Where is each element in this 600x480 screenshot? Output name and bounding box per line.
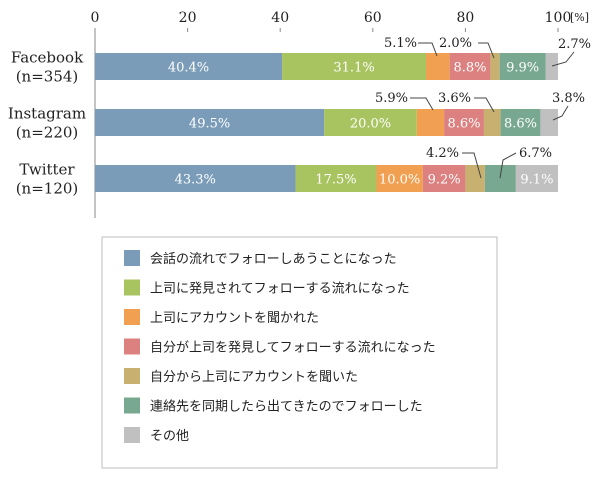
bar-segment: [95, 165, 296, 192]
bar-segment: [449, 53, 491, 80]
legend-swatch: [124, 309, 140, 325]
data-label: 2.0%: [439, 36, 472, 51]
legend-swatch: [124, 427, 140, 443]
data-label: 20.0%: [350, 117, 391, 132]
legend-swatch: [124, 250, 140, 266]
bar-segment: [295, 165, 377, 192]
data-label: 9.2%: [428, 173, 461, 188]
x-tick-label: 40: [271, 10, 289, 26]
bar-segment: [465, 165, 485, 192]
bar-segment: [484, 165, 516, 192]
data-label: 2.7%: [558, 37, 591, 52]
leader-line: [478, 42, 495, 59]
data-label: 5.9%: [375, 91, 408, 106]
data-label: 8.6%: [504, 117, 537, 132]
data-label: 9.9%: [506, 61, 539, 76]
leader-line: [499, 152, 517, 179]
data-label: 3.8%: [552, 91, 585, 106]
leader-line: [418, 42, 438, 57]
legend-label: 自分が上司を発見してフォローする流れになった: [150, 341, 436, 356]
data-label: 6.7%: [519, 146, 552, 161]
bar-segment: [95, 109, 325, 136]
data-label: 40.4%: [168, 61, 209, 76]
bar-segment: [540, 109, 558, 136]
bar-segment: [282, 53, 427, 80]
legend-box: [101, 236, 498, 469]
data-label: 3.6%: [438, 91, 471, 106]
bar-segment: [444, 109, 484, 136]
legend-swatch: [124, 397, 140, 414]
legend-swatch: [124, 279, 140, 296]
bar-segment: [376, 165, 423, 192]
labels-layer: 40.4% 49.5% 43.3% 31.1% 20.0% 17.5% 10.0% 8.8% 8…: [168, 36, 591, 188]
data-label: 17.5%: [315, 173, 356, 188]
legend: 会話の流れでフォローしあうことになった上司に発見されてフォローする流れになった上…: [101, 236, 498, 469]
legend-swatch: [124, 368, 140, 384]
legend-label: 上司にアカウントを聞かれた: [150, 311, 319, 326]
bar-segment: [416, 109, 445, 136]
legend-label: 連絡先を同期したら出てきたのでフォローした: [150, 399, 423, 415]
category-label: Twitter (n=120): [16, 161, 79, 198]
leader-line: [552, 105, 569, 121]
leader-line: [462, 152, 482, 179]
category-label: Facebook (n=354): [11, 49, 84, 86]
bar-segment: [483, 109, 501, 136]
leader-line: [551, 51, 575, 67]
bar-segment: [324, 109, 417, 136]
bars-layer: [95, 53, 558, 192]
x-unit-label: [%]: [570, 11, 589, 24]
bar-segment: [545, 53, 558, 80]
data-label: 5.1%: [384, 36, 417, 51]
legend-swatch: [124, 338, 140, 355]
legend-label: 上司に発見されてフォローする流れになった: [150, 282, 410, 297]
data-label: 8.6%: [447, 117, 480, 132]
data-label: 4.2%: [426, 146, 459, 161]
data-label: 9.1%: [520, 173, 553, 188]
bar-segment: [422, 165, 466, 192]
x-tick-label: 20: [179, 10, 197, 26]
legend-label: その他: [150, 429, 189, 444]
x-tick-label: 60: [364, 10, 382, 26]
legend-label: 自分から上司にアカウントを聞いた: [150, 370, 358, 385]
data-label: 43.3%: [175, 173, 216, 188]
data-label: 49.5%: [189, 117, 230, 132]
x-tick-label: 100: [545, 10, 572, 26]
leader-line: [474, 97, 495, 113]
data-label: 8.8%: [454, 61, 487, 76]
bar-segment: [426, 53, 450, 80]
x-tick-label: 80: [456, 10, 474, 26]
bar-segment: [500, 109, 541, 136]
data-label: 31.1%: [333, 61, 374, 76]
bar-segment: [515, 165, 558, 192]
data-label: 10.0%: [379, 173, 420, 188]
leader-line: [410, 97, 434, 111]
bar-segment: [490, 53, 500, 80]
bar-segment: [499, 53, 546, 80]
axis-layer: 0 20 40 60 80 100[%] Facebook (n=354) Instagram(…: [8, 10, 589, 218]
category-label: Instagram (n=220): [8, 105, 86, 142]
x-tick-label: 0: [91, 10, 100, 26]
legend-label: 会話の流れでフォローしあうことになった: [150, 251, 397, 267]
bar-segment: [95, 53, 283, 80]
